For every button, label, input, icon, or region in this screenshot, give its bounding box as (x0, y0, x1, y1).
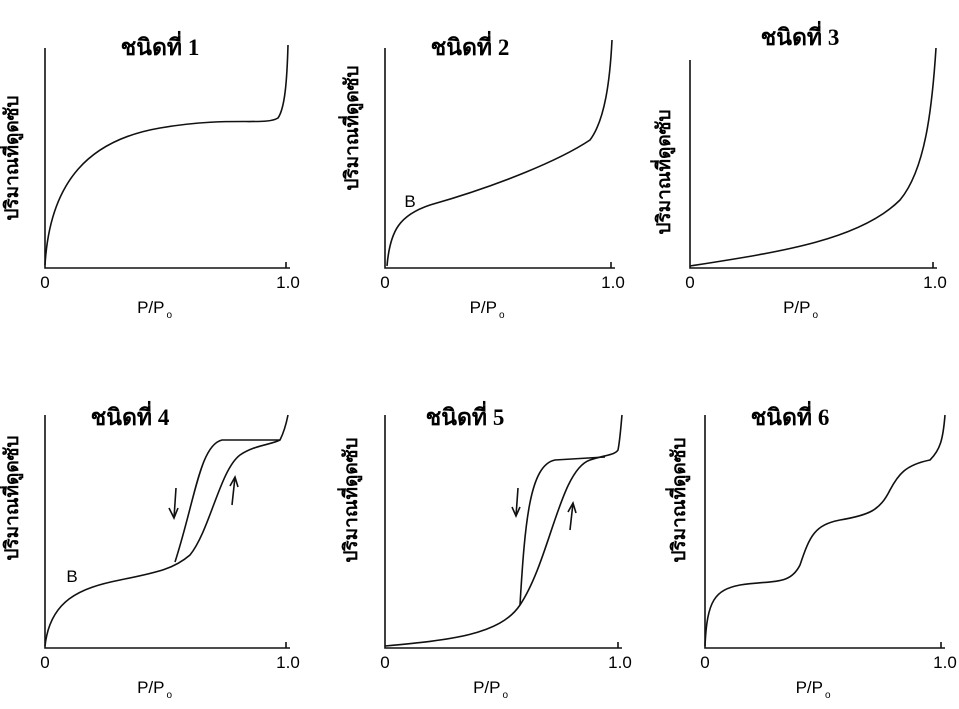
x-axis-subscript: o (503, 690, 509, 701)
panel-title: ชนิดที่ 2 (431, 30, 510, 60)
x-origin-label: 0 (700, 653, 709, 672)
axes (690, 60, 937, 268)
y-axis-label: ปริมาณที่ดูดซับ (338, 65, 364, 190)
x-end-label: 1.0 (601, 273, 625, 292)
x-origin-label: 0 (685, 273, 694, 292)
isotherm-curve (387, 40, 612, 266)
arrow (230, 477, 238, 505)
isotherm-curve (385, 415, 622, 646)
diagram: ชนิดที่ 1ปริมาณที่ดูดซับ01.0P/Poชนิดที่ … (0, 0, 959, 709)
x-axis-label: P/P (473, 678, 500, 697)
axes (45, 415, 290, 648)
axes (385, 48, 615, 268)
arrow (169, 488, 178, 518)
isotherm-curve (45, 45, 288, 265)
panel-title: ชนิดที่ 1 (121, 30, 200, 60)
x-end-label: 1.0 (276, 653, 300, 672)
axes (45, 48, 290, 268)
panel-title: ชนิดที่ 3 (761, 20, 840, 50)
x-axis-label: P/P (783, 298, 810, 317)
arrow (512, 488, 520, 516)
x-axis-subscript: o (813, 310, 819, 321)
x-axis-subscript: o (167, 690, 173, 701)
panel-title: ชนิดที่ 6 (751, 400, 830, 430)
x-origin-label: 0 (40, 653, 49, 672)
page: ชนิดที่ 1ปริมาณที่ดูดซับ01.0P/Poชนิดที่ … (0, 0, 959, 709)
x-axis-subscript: o (825, 690, 831, 701)
x-axis-label: P/P (137, 678, 164, 697)
panel-title: ชนิดที่ 4 (91, 400, 170, 430)
y-axis-label: ปริมาณที่ดูดซับ (337, 437, 363, 562)
y-axis-label: ปริมาณที่ดูดซับ (665, 437, 691, 562)
desorption-curve (175, 440, 280, 562)
x-axis-label: P/P (470, 298, 497, 317)
x-origin-label: 0 (380, 273, 389, 292)
x-axis-label: P/P (796, 678, 823, 697)
isotherm-curve (45, 415, 288, 646)
y-axis-label: ปริมาณที่ดูดซับ (0, 435, 24, 560)
isotherm-curve (705, 415, 945, 646)
x-origin-label: 0 (380, 653, 389, 672)
isotherm-curve (690, 48, 936, 266)
x-end-label: 1.0 (608, 653, 632, 672)
arrow (568, 503, 576, 530)
point-label: B (66, 567, 77, 586)
x-axis-label: P/P (137, 298, 164, 317)
axes (705, 415, 945, 648)
x-axis-subscript: o (499, 310, 505, 321)
x-end-label: 1.0 (933, 653, 957, 672)
y-axis-label: ปริมาณที่ดูดซับ (650, 109, 676, 234)
point-label: B (404, 192, 415, 211)
x-origin-label: 0 (40, 273, 49, 292)
x-end-label: 1.0 (276, 273, 300, 292)
y-axis-label: ปริมาณที่ดูดซับ (0, 95, 24, 220)
x-axis-subscript: o (167, 310, 173, 321)
panel-title: ชนิดที่ 5 (426, 400, 505, 430)
axes (385, 415, 622, 648)
x-end-label: 1.0 (923, 273, 947, 292)
